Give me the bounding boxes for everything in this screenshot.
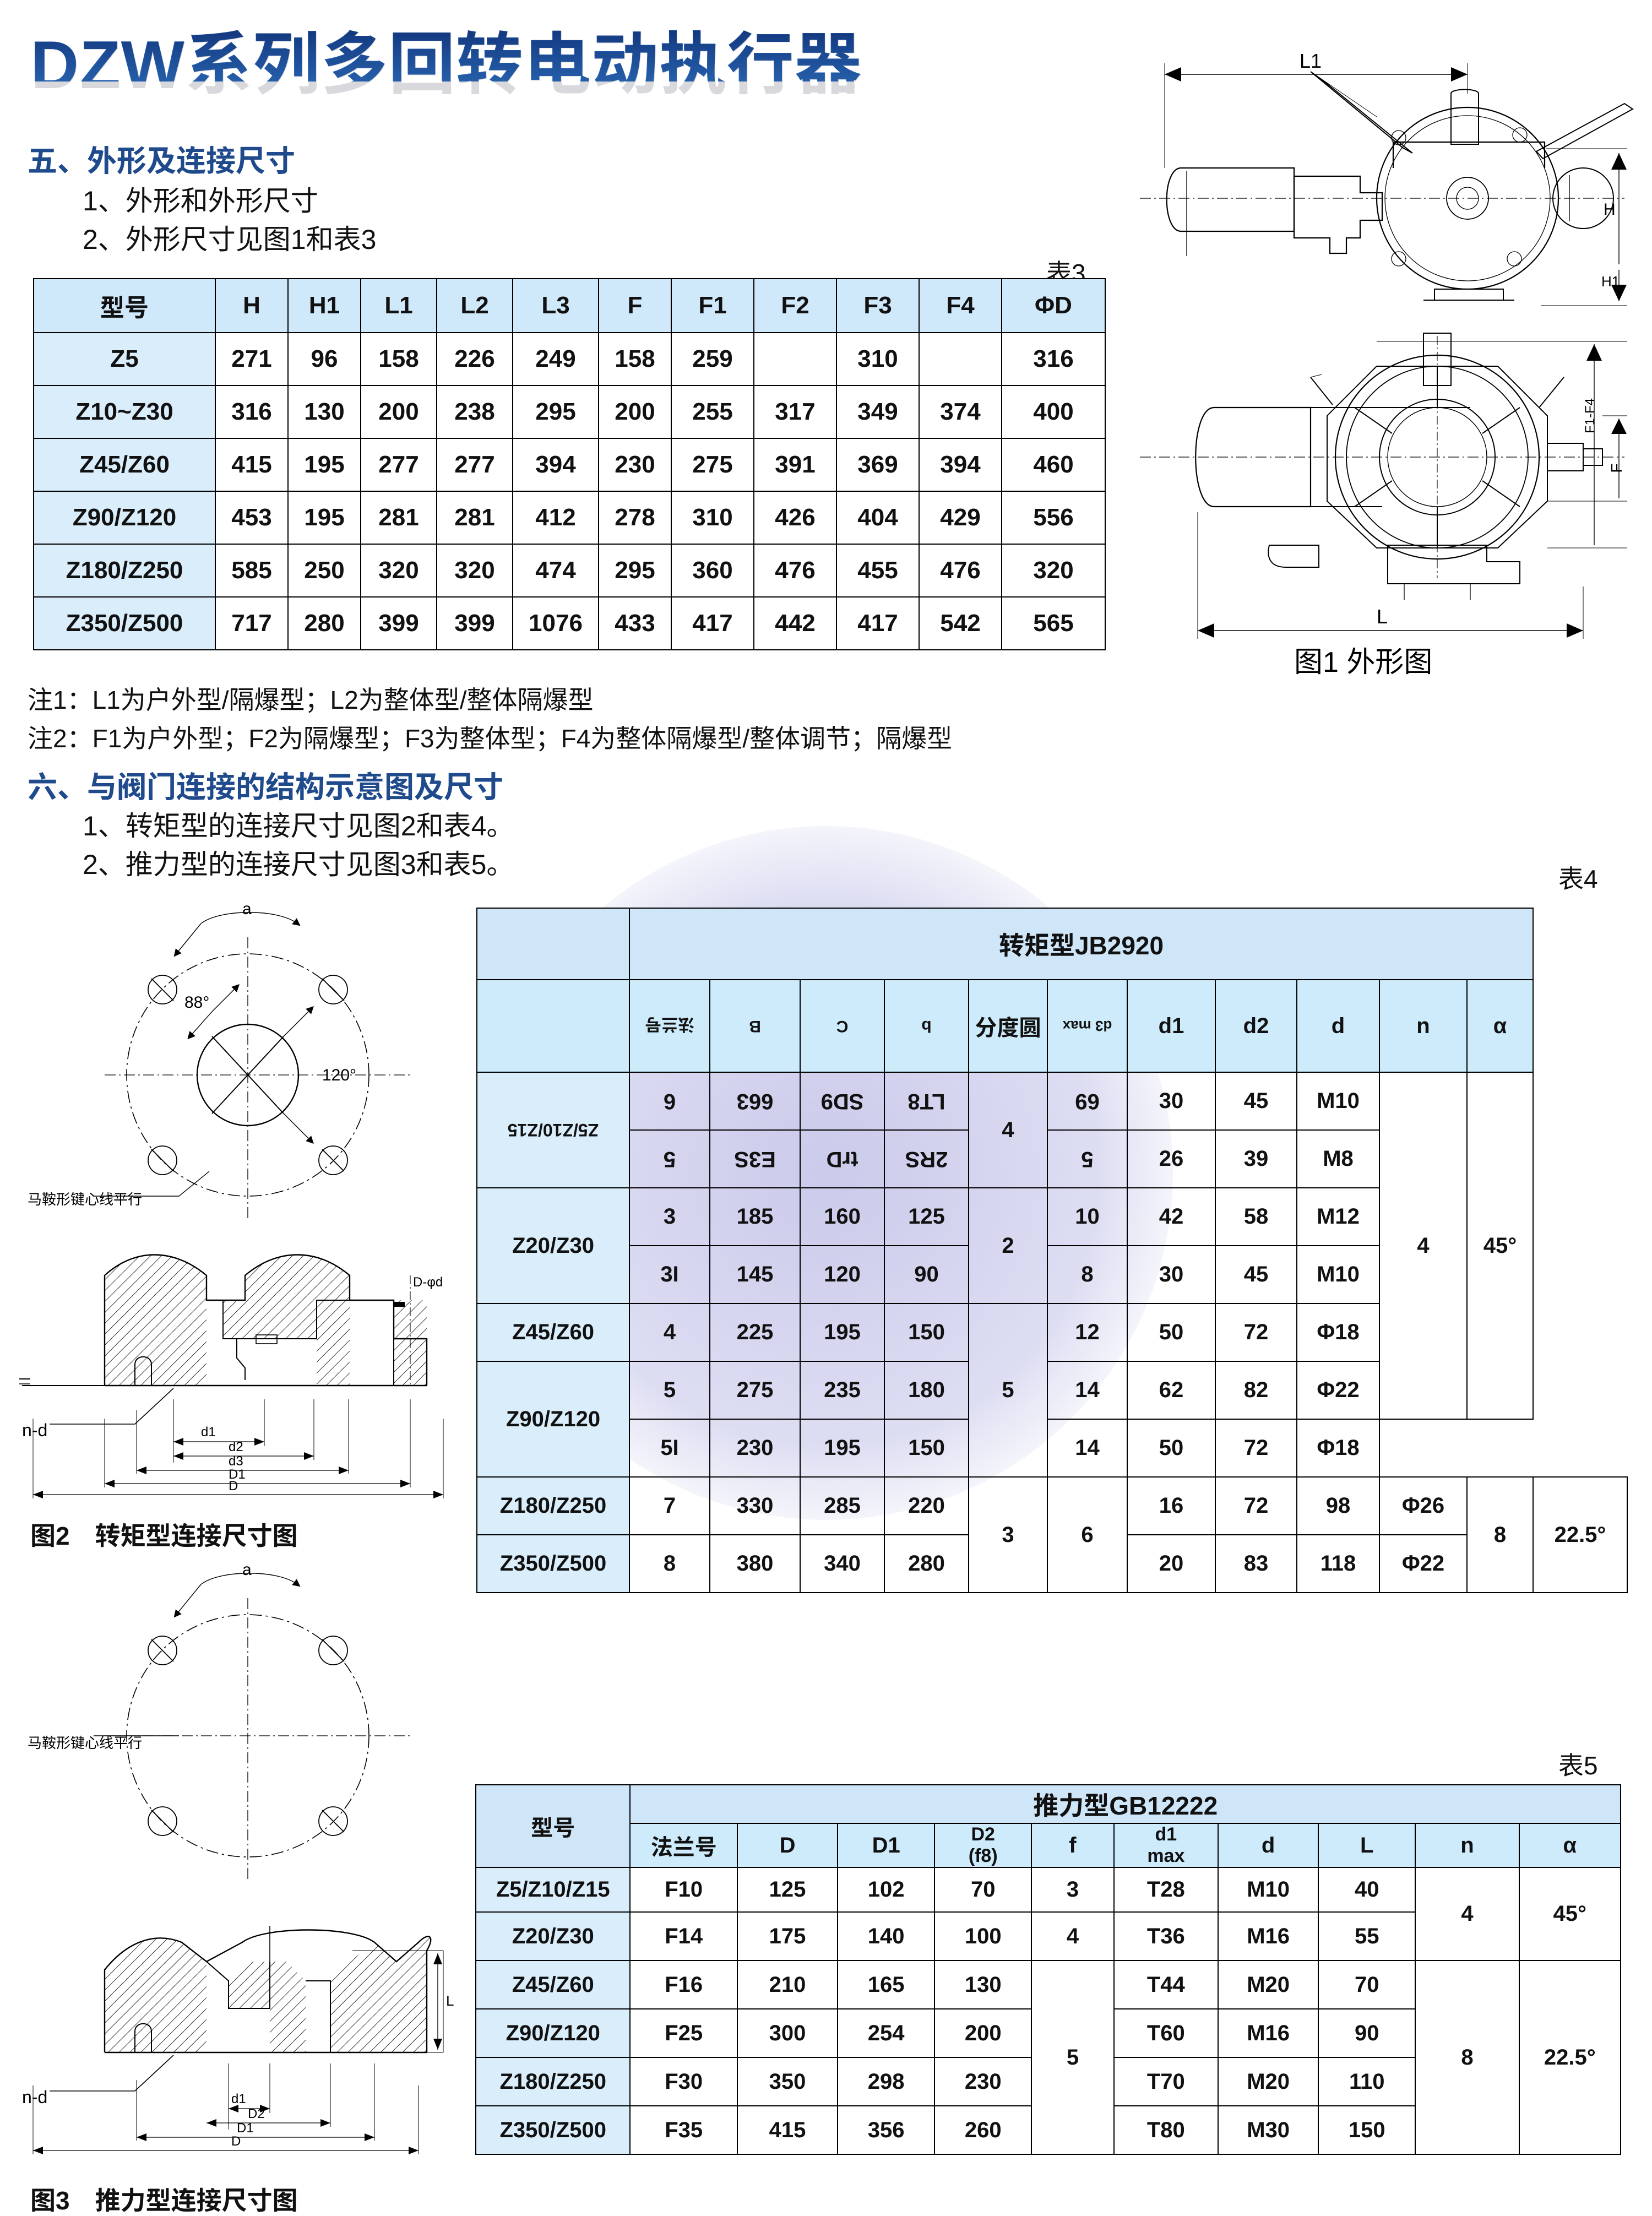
svg-text:L: L (446, 1992, 454, 2009)
svg-text:F: F (1608, 463, 1625, 472)
svg-text:图1 外形图: 图1 外形图 (1294, 647, 1432, 678)
svg-text:d1: d1 (201, 1425, 216, 1440)
svg-text:a: a (242, 900, 252, 918)
svg-text:a: a (242, 1561, 252, 1579)
svg-text:n-d: n-d (22, 1420, 47, 1440)
svg-text:d3: d3 (229, 1454, 243, 1469)
svg-text:D-φd: D-φd (413, 1275, 443, 1290)
svg-text:d2: d2 (229, 1440, 243, 1454)
svg-text:H: H (1604, 200, 1616, 219)
svg-text:120°: 120° (322, 1066, 356, 1084)
svg-text:F1-F4: F1-F4 (1583, 398, 1597, 433)
svg-text:n-d: n-d (22, 2087, 47, 2107)
svg-text:d1: d1 (231, 2092, 246, 2106)
svg-text:88°: 88° (184, 993, 209, 1012)
svg-text:马鞍形键心线平行: 马鞍形键心线平行 (28, 1191, 142, 1208)
svg-text:L: L (1377, 605, 1388, 628)
svg-text:D1: D1 (237, 2121, 254, 2136)
svg-text:D2: D2 (248, 2106, 265, 2121)
svg-text:L1: L1 (1300, 50, 1322, 72)
svg-text:D: D (231, 2134, 241, 2149)
svg-text:D: D (229, 1479, 238, 1493)
svg-text:H1: H1 (1601, 273, 1620, 290)
svg-text:马鞍形键心线平行: 马鞍形键心线平行 (28, 1735, 142, 1751)
